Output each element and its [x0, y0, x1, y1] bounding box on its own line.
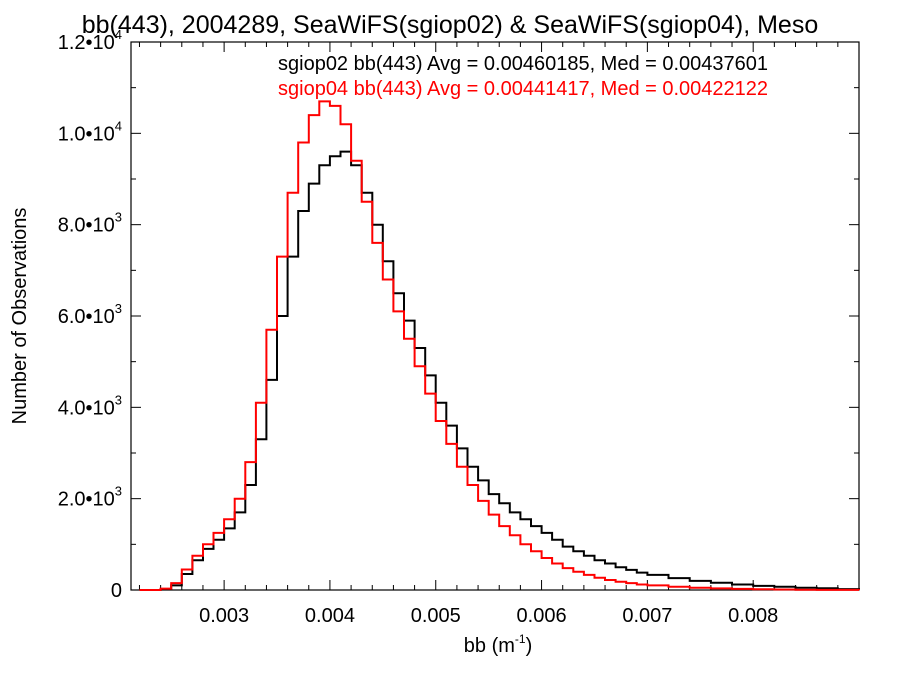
x-axis-label-close: ) [526, 635, 533, 657]
legend-entry-2: sgiop04 bb(443) Avg = 0.00441417, Med = … [278, 78, 768, 100]
x-tick-label: 0.008 [728, 605, 778, 627]
series-layer [139, 100, 860, 591]
y-tick-labels: 0 2.0•103 4.0•103 6.0•103 8.0•103 1.0•104 1.2•… [58, 27, 122, 602]
x-tick-labels: 0.003 0.004 0.005 0.006 0.007 0.008 [199, 605, 778, 627]
x-tick-label: 0.004 [305, 605, 355, 627]
x-tick-label: 0.003 [199, 605, 249, 627]
legend-entry-1: sgiop02 bb(443) Avg = 0.00460185, Med = … [278, 53, 768, 75]
series-line-2 [139, 100, 860, 591]
y-tick-label: 8.0•103 [58, 210, 122, 237]
y-tick-label: 1.0•104 [58, 118, 122, 145]
series-line-1 [139, 150, 860, 591]
axis-ticks [131, 41, 860, 591]
y-tick-label: 1.2•104 [58, 27, 122, 54]
x-axis-label: bb (m-1) [464, 632, 532, 657]
y-tick-label: 4.0•103 [58, 392, 122, 419]
legend: sgiop02 bb(443) Avg = 0.00460185, Med = … [278, 53, 768, 100]
x-tick-label: 0.006 [517, 605, 567, 627]
plot-frame [130, 41, 860, 591]
y-tick-label: 2.0•103 [58, 484, 122, 511]
x-tick-label: 0.005 [411, 605, 461, 627]
y-tick-label: 0 [111, 580, 122, 602]
chart-title: bb(443), 2004289, SeaWiFS(sgiop02) & Sea… [82, 11, 818, 39]
x-axis-label-exponent: -1 [515, 632, 526, 646]
y-axis-label: Number of Observations [9, 208, 31, 425]
x-axis-label-text: bb (m [464, 635, 515, 657]
y-tick-label: 6.0•103 [58, 301, 122, 328]
x-tick-label: 0.007 [622, 605, 672, 627]
